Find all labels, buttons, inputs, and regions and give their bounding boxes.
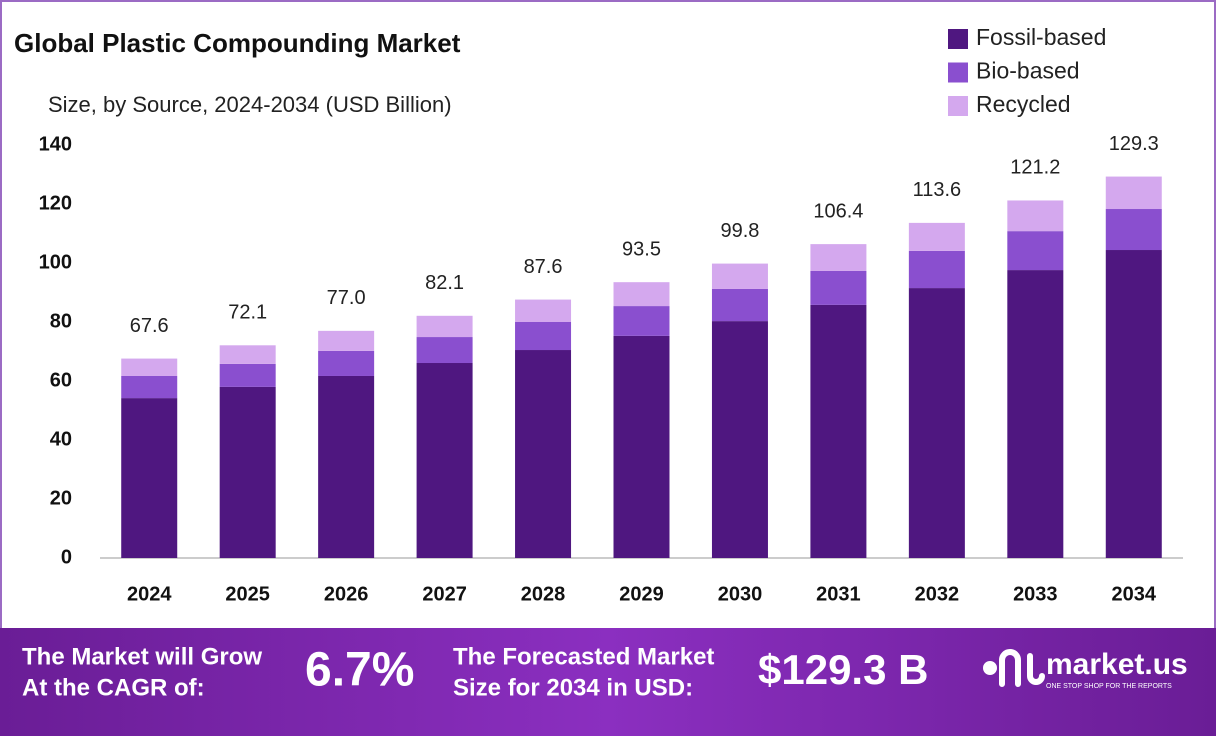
chart-title: Global Plastic Compounding Market (14, 28, 461, 58)
y-tick-label: 60 (50, 369, 72, 391)
y-tick-label: 80 (50, 310, 72, 332)
x-tick-label: 2024 (127, 583, 172, 605)
y-tick-label: 40 (50, 428, 72, 450)
legend-swatch (948, 96, 968, 116)
bar-segment (613, 335, 670, 558)
bar-segment (318, 375, 375, 558)
bar-segment (908, 222, 965, 251)
x-tick-label: 2034 (1112, 583, 1157, 605)
legend-label: Bio-based (976, 58, 1080, 84)
total-label: 93.5 (622, 238, 661, 260)
forecast-value: $129.3 B (758, 646, 928, 693)
x-tick-label: 2033 (1013, 583, 1058, 605)
y-tick-label: 120 (39, 192, 72, 214)
bar-segment (810, 270, 867, 305)
y-tick-label: 100 (39, 251, 72, 273)
total-label: 106.4 (813, 200, 863, 222)
total-label: 129.3 (1109, 133, 1159, 155)
bar-segment (711, 263, 768, 289)
y-tick-label: 140 (39, 133, 72, 155)
bar-segment (219, 386, 276, 558)
bar-segment (219, 345, 276, 364)
cagr-value: 6.7% (305, 644, 414, 697)
x-tick-label: 2028 (521, 583, 566, 605)
x-tick-label: 2025 (225, 583, 270, 605)
bar-segment (1007, 231, 1064, 271)
bar-segment (1105, 209, 1162, 251)
total-label: 113.6 (913, 179, 962, 201)
bar-segment (711, 321, 768, 558)
bar-segment (810, 244, 867, 271)
bar-segment (810, 304, 867, 558)
legend-swatch (948, 29, 968, 49)
bar-segment (711, 288, 768, 322)
forecast-label: Size for 2034 in USD: (453, 674, 693, 701)
bar-segment (1105, 176, 1162, 210)
legend-swatch (948, 62, 968, 83)
total-label: 99.8 (720, 220, 759, 242)
x-tick-label: 2029 (619, 583, 664, 605)
bar-segment (908, 288, 965, 558)
bar-segment (416, 337, 473, 364)
bar-segment (219, 363, 276, 387)
bar-segment (515, 350, 572, 558)
bar-segment (1007, 200, 1064, 232)
bar-segment (121, 358, 178, 376)
bar-segment (318, 350, 375, 376)
cagr-label: The Market will Grow (22, 643, 262, 670)
y-tick-label: 20 (50, 487, 72, 509)
legend-label: Fossil-based (976, 24, 1106, 50)
total-label: 82.1 (425, 272, 464, 294)
bar-segment (515, 322, 572, 351)
brand: market.us (1046, 648, 1188, 681)
bar-segment (121, 398, 178, 558)
x-tick-label: 2032 (915, 583, 960, 605)
total-label: 77.0 (327, 287, 366, 309)
bar-segment (613, 306, 670, 336)
total-label: 67.6 (130, 315, 169, 337)
brand-logo (983, 649, 1045, 687)
x-tick-label: 2031 (816, 583, 861, 605)
bar-segment (1105, 250, 1162, 558)
legend-label: Recycled (976, 91, 1071, 117)
bar-segment (1007, 270, 1064, 558)
bar-segment (416, 363, 473, 558)
total-label: 121.2 (1010, 157, 1060, 179)
forecast-label: The Forecasted Market (453, 643, 714, 670)
bar-segment (318, 330, 375, 351)
bar-segment (613, 282, 670, 307)
chart-subtitle: Size, by Source, 2024-2034 (USD Billion) (48, 92, 452, 117)
y-tick-label: 0 (61, 546, 72, 568)
x-tick-label: 2027 (422, 583, 467, 605)
x-tick-label: 2026 (324, 583, 369, 605)
cagr-label: At the CAGR of: (22, 674, 205, 701)
x-tick-label: 2030 (718, 583, 763, 605)
bar-segment (908, 250, 965, 289)
total-label: 87.6 (524, 256, 563, 278)
bar-segment (416, 315, 473, 338)
bar-segment (121, 375, 178, 399)
brand-tagline: ONE STOP SHOP FOR THE REPORTS (1046, 683, 1172, 690)
total-label: 72.1 (228, 302, 267, 324)
footer-band (0, 628, 1216, 736)
bar-segment (515, 299, 572, 322)
